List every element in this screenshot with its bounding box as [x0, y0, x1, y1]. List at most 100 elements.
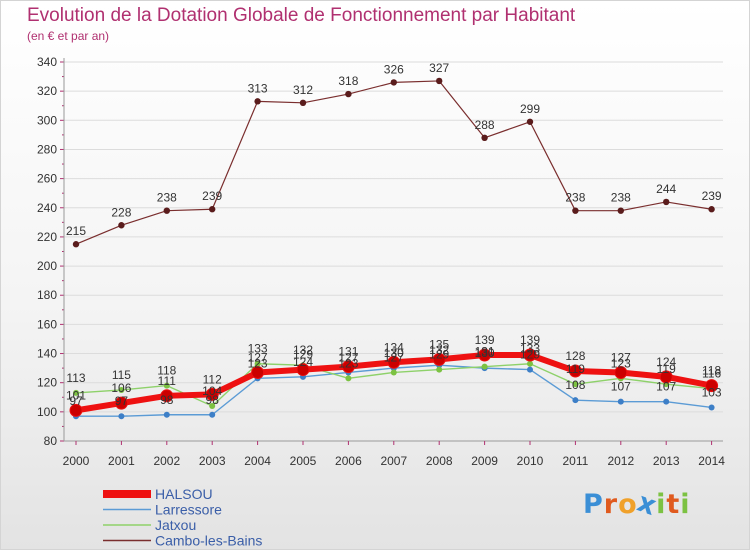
y-tick-label: 200 [37, 259, 57, 273]
data-point-halsou [705, 379, 719, 393]
data-point-cambo-les-bains [481, 134, 488, 141]
x-tick-label: 2001 [108, 454, 135, 468]
data-point-jatxou [390, 369, 397, 376]
data-point-cambo-les-bains [572, 207, 579, 214]
data-point-jatxou [118, 386, 125, 393]
data-label-larressore: 127 [338, 350, 358, 364]
x-tick-label: 2014 [698, 454, 725, 468]
data-point-cambo-les-bains [254, 98, 261, 105]
y-tick-label: 220 [37, 230, 57, 244]
data-label-jatxou: 132 [293, 343, 313, 357]
data-point-cambo-les-bains [526, 118, 534, 125]
data-point-jatxou [73, 389, 79, 396]
data-point-halsou [614, 365, 628, 379]
x-tick-label: 2013 [653, 454, 680, 468]
data-point-halsou [478, 348, 492, 362]
data-point-cambo-les-bains [345, 90, 352, 98]
data-label-halsou: 134 [384, 340, 404, 354]
x-tick-label: 2000 [63, 454, 90, 468]
data-point-cambo-les-bains [163, 207, 170, 214]
x-tick-label: 2004 [244, 454, 271, 468]
data-label-larressore: 124 [293, 355, 313, 369]
y-tick-label: 120 [37, 376, 57, 390]
x-tick-label: 2010 [517, 454, 544, 468]
data-label-jatxou: 131 [475, 345, 495, 359]
data-label-larressore: 132 [429, 343, 449, 357]
data-label-larressore: 129 [520, 348, 540, 362]
data-point-halsou [387, 355, 401, 369]
data-label-larressore: 130 [475, 346, 495, 360]
data-label-jatxou: 119 [657, 362, 676, 376]
data-label-larressore: 108 [565, 378, 585, 392]
data-label-cambo-les-bains: 238 [565, 191, 585, 205]
y-tick-label: 240 [37, 201, 57, 215]
data-point-cambo-les-bains [390, 79, 397, 86]
data-point-jatxou [163, 382, 170, 389]
data-label-jatxou: 113 [66, 371, 85, 385]
y-tick-label: 320 [37, 84, 57, 98]
data-point-larressore [572, 397, 579, 404]
data-point-halsou [160, 389, 174, 403]
x-tick-label: 2012 [607, 454, 634, 468]
data-point-halsou [69, 403, 83, 417]
data-point-jatxou [254, 360, 261, 367]
logo-letter: o [618, 489, 638, 520]
data-point-larressore [209, 411, 216, 418]
data-label-halsou: 131 [338, 345, 358, 359]
data-label-halsou: 139 [520, 333, 540, 347]
x-tick-label: 2003 [199, 454, 226, 468]
data-label-jatxou: 133 [248, 342, 268, 356]
data-label-jatxou: 104 [202, 384, 222, 398]
data-label-cambo-les-bains: 313 [248, 81, 268, 95]
logo-letter: P [583, 489, 604, 520]
data-label-cambo-les-bains: 228 [111, 205, 131, 219]
data-point-halsou [659, 370, 673, 384]
x-tick-label: 2011 [562, 454, 588, 468]
data-label-cambo-les-bains: 327 [429, 61, 449, 75]
x-tick-label: 2007 [380, 454, 407, 468]
y-tick-label: 160 [37, 317, 57, 331]
data-label-cambo-les-bains: 238 [157, 191, 177, 205]
data-label-jatxou: 127 [384, 350, 404, 364]
logo-letter: t [666, 489, 681, 520]
data-label-jatxou: 116 [702, 367, 721, 381]
data-label-halsou: 118 [702, 364, 721, 378]
data-point-halsou [432, 352, 446, 366]
data-point-halsou [114, 396, 128, 410]
data-point-jatxou [209, 403, 216, 410]
data-label-cambo-les-bains: 326 [384, 62, 404, 76]
data-point-larressore [527, 366, 533, 373]
data-label-larressore: 107 [611, 380, 631, 394]
data-point-larressore [163, 411, 170, 418]
x-tick-label: 2009 [471, 454, 498, 468]
y-tick-label: 260 [37, 172, 57, 186]
legend-label-larressore: Larressore [155, 502, 222, 518]
data-point-jatxou [436, 366, 443, 373]
data-label-halsou: 101 [66, 388, 86, 402]
data-point-larressore [118, 413, 125, 420]
data-label-jatxou: 123 [338, 356, 358, 370]
y-tick-label: 300 [37, 113, 57, 127]
logo-letter: r [603, 489, 619, 520]
data-label-larressore: 98 [206, 393, 220, 407]
data-label-halsou: 135 [429, 337, 449, 351]
data-point-larressore [617, 398, 624, 405]
proxiti-logo: Proxiti [583, 487, 691, 522]
x-tick-label: 2006 [335, 454, 362, 468]
data-point-cambo-les-bains [72, 241, 80, 248]
data-point-halsou [523, 348, 537, 362]
data-label-halsou: 112 [203, 372, 222, 386]
chart-subtitle: (en € et par an) [27, 29, 110, 43]
data-label-halsou: 127 [611, 350, 631, 364]
data-point-cambo-les-bains [436, 77, 443, 85]
legend-label-halsou: HALSOU [155, 486, 213, 502]
data-point-cambo-les-bains [663, 198, 670, 206]
data-label-jatxou: 115 [112, 368, 131, 382]
data-label-jatxou: 133 [520, 342, 540, 356]
data-label-jatxou: 129 [429, 348, 449, 362]
data-point-cambo-les-bains [118, 222, 125, 229]
data-label-jatxou: 119 [566, 362, 585, 376]
data-point-larressore [663, 398, 670, 405]
data-point-cambo-les-bains [299, 99, 307, 107]
